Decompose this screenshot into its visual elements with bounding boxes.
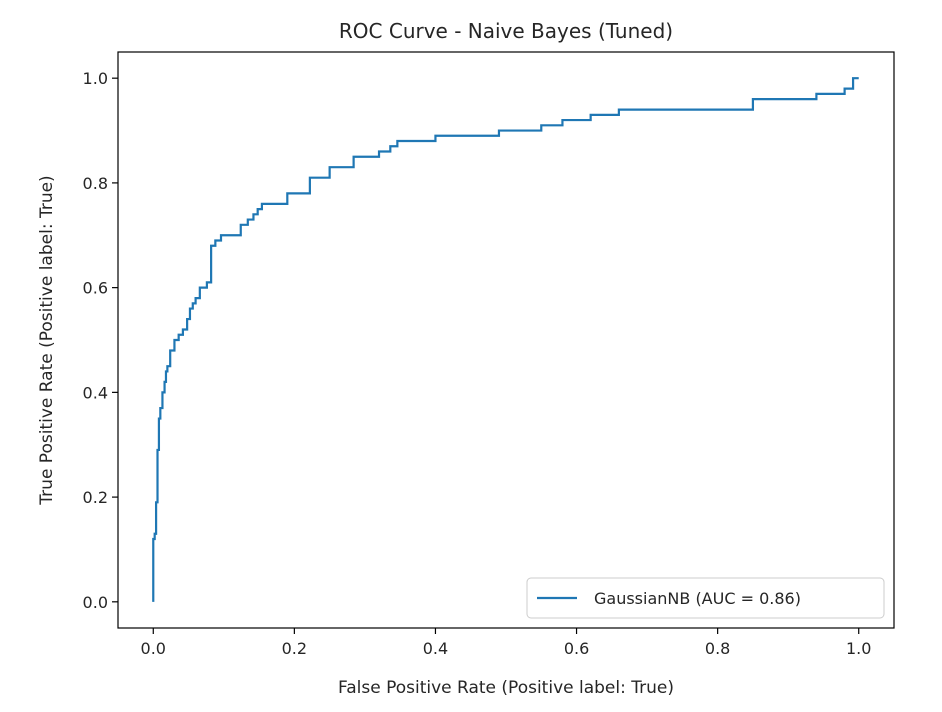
y-tick-label: 0.4 (83, 383, 108, 402)
y-tick-label: 0.6 (83, 279, 108, 298)
plot-area (152, 77, 859, 602)
x-tick-label: 0.6 (564, 639, 589, 658)
x-axis-title: False Positive Rate (Positive label: Tru… (338, 678, 674, 698)
x-tick-label: 0.4 (423, 639, 448, 658)
legend: GaussianNB (AUC = 0.86) (526, 577, 885, 619)
x-tick-label: 0.0 (141, 639, 166, 658)
roc-curve-line (152, 77, 859, 602)
x-axis-ticks: 0.0 0.2 0.4 0.6 0.8 1.0 (141, 628, 871, 658)
y-axis-title: True Positive Rate (Positive label: True… (37, 175, 57, 505)
y-tick-label: 0.2 (83, 488, 108, 507)
y-tick-label: 0.0 (83, 593, 108, 612)
y-tick-label: 1.0 (83, 69, 108, 88)
legend-box (526, 577, 885, 619)
legend-label-gaussiannb: GaussianNB (AUC = 0.86) (594, 589, 801, 608)
y-tick-label: 0.8 (83, 174, 108, 193)
x-tick-label: 1.0 (846, 639, 871, 658)
axes-frame (117, 51, 895, 629)
x-tick-label: 0.8 (705, 639, 730, 658)
chart-title: ROC Curve - Naive Bayes (Tuned) (339, 19, 673, 43)
x-tick-label: 0.2 (282, 639, 307, 658)
y-axis-ticks: 0.0 0.2 0.4 0.6 0.8 1.0 (83, 69, 118, 612)
